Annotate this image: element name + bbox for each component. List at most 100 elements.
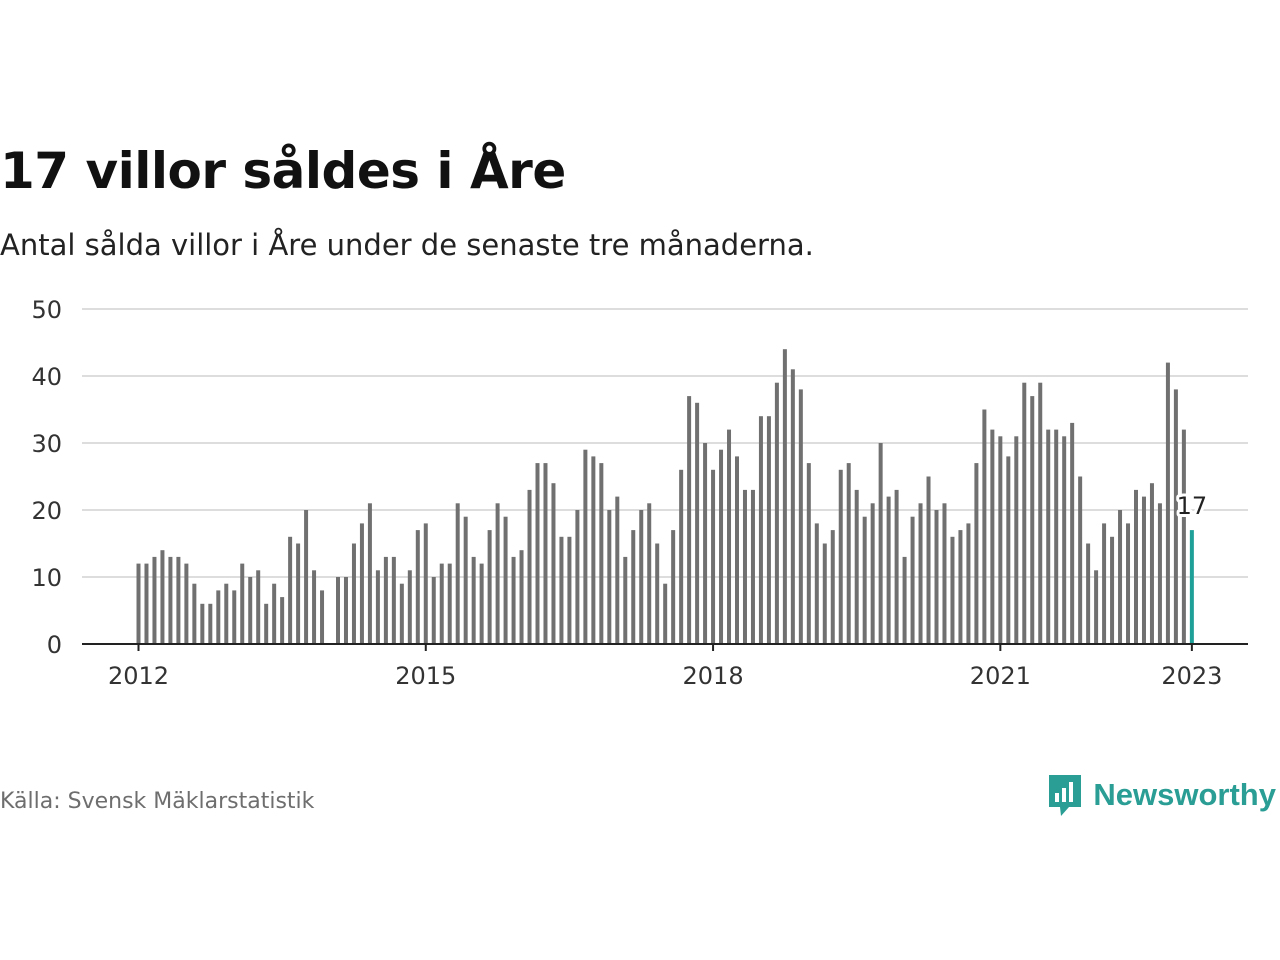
bar (894, 489, 899, 644)
bar (423, 523, 428, 644)
bar (567, 536, 572, 644)
bar (1038, 382, 1043, 644)
bar (232, 590, 237, 644)
bar (487, 530, 492, 644)
bar (535, 463, 540, 644)
bar (1181, 429, 1186, 644)
bar (814, 523, 819, 644)
bar (375, 570, 380, 644)
bar (846, 463, 851, 644)
bar (711, 469, 716, 644)
bar (200, 603, 205, 644)
bar (248, 577, 253, 644)
bar (838, 469, 843, 644)
bar (958, 530, 963, 644)
bar (607, 510, 612, 644)
bar (407, 570, 412, 644)
bar (1165, 362, 1170, 644)
bar (758, 416, 763, 644)
bar (519, 550, 524, 644)
bar (591, 456, 596, 644)
bar (766, 416, 771, 644)
bar (679, 469, 684, 644)
bar (272, 583, 277, 644)
source-note: Källa: Svensk Mäklarstatistik (0, 789, 315, 814)
y-tick-label: 50 (31, 296, 62, 324)
bar (280, 597, 285, 644)
bar (854, 489, 859, 644)
bar (926, 476, 931, 644)
bar (431, 577, 436, 644)
x-tick-label: 2015 (395, 662, 456, 690)
bar (359, 523, 364, 644)
bar (886, 496, 891, 644)
highlight-label: 17 (1177, 492, 1208, 520)
y-tick-label: 30 (31, 430, 62, 458)
bar (647, 503, 652, 644)
bar (1054, 429, 1059, 644)
bar (1134, 489, 1138, 644)
bar (343, 577, 348, 644)
bar (631, 530, 636, 644)
bar (615, 496, 620, 644)
bar (687, 396, 692, 644)
bar (296, 543, 301, 644)
bar (1157, 503, 1162, 644)
bar-highlight (1189, 530, 1194, 644)
x-tick-label: 2018 (683, 662, 744, 690)
bar (527, 489, 532, 644)
bar (351, 543, 356, 644)
bar (727, 429, 732, 644)
bar (264, 603, 269, 644)
bar (774, 382, 779, 644)
bar (950, 536, 955, 644)
bar (671, 530, 676, 644)
bar (870, 503, 875, 644)
bar (367, 503, 372, 644)
chart-subtitle: Antal sålda villor i Åre under de senast… (0, 228, 814, 262)
bar (822, 543, 827, 644)
bar (1046, 429, 1051, 644)
bar (240, 563, 245, 644)
bar (1014, 436, 1019, 644)
bar (312, 570, 317, 644)
bar (599, 463, 604, 644)
brand[interactable]: Newsworthy (1047, 772, 1276, 818)
bar (806, 463, 811, 644)
bar (1141, 496, 1146, 644)
bar (1094, 570, 1099, 644)
bar (1078, 476, 1083, 644)
bar (152, 556, 157, 644)
y-tick-label: 20 (31, 497, 62, 525)
bar (543, 463, 548, 644)
bar (503, 516, 508, 644)
bar (168, 556, 173, 644)
x-tick-label: 2021 (970, 662, 1031, 690)
bar (439, 563, 444, 644)
bar (902, 556, 907, 644)
bar (1006, 456, 1011, 644)
bar (160, 550, 165, 644)
brand-name: Newsworthy (1093, 777, 1276, 812)
bar (910, 516, 915, 644)
bar (320, 590, 325, 644)
bar (495, 503, 500, 644)
highlight-label-halo: 17 (1177, 492, 1208, 520)
bar (966, 523, 971, 644)
bar (750, 489, 755, 644)
bar (639, 510, 644, 644)
bar (136, 563, 141, 644)
bar (336, 577, 340, 644)
bar (184, 563, 189, 644)
bar (1030, 396, 1035, 644)
bar (878, 443, 883, 644)
bar (934, 510, 939, 644)
bar (1086, 543, 1091, 644)
bar (998, 436, 1003, 644)
bar (830, 530, 835, 644)
y-tick-label: 40 (31, 363, 62, 391)
bar (208, 603, 213, 644)
y-tick-label: 0 (47, 631, 62, 659)
bar (144, 563, 149, 644)
